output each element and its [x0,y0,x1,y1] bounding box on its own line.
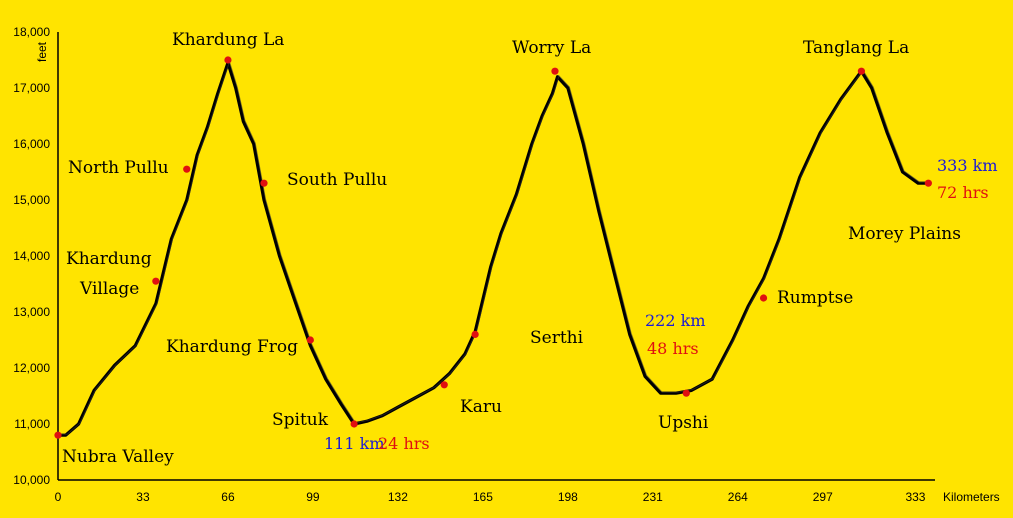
x-tick-label: 165 [473,490,493,504]
y-tick-label: 14,000 [13,249,50,263]
label-khardung-village: Khardung Village [66,249,157,299]
y-axis-label: feet [35,41,49,62]
x-tick-label: 333 [905,490,925,504]
chart-axes [57,32,935,481]
y-tick-label: 12,000 [13,361,50,375]
label-rumptse: Rumptse [777,288,853,308]
x-tick-label: 297 [813,490,833,504]
label-morey-plains: Morey Plains [848,224,961,244]
waypoint-marker [857,67,866,75]
waypoint-marker [924,179,932,187]
elevation-line [56,61,931,437]
x-tick-label: 66 [221,490,235,504]
annotation-distance-1: 111 km [324,434,385,453]
label-north-pullu: North Pullu [68,158,169,178]
waypoint-marker [682,389,690,397]
label-khardung-frog: Khardung Frog [166,337,298,357]
y-tick-label: 18,000 [13,25,50,39]
label-khardung-la: Khardung La [172,30,284,50]
annotation-distance-2: 222 km [645,311,706,330]
annotation-time-3: 72 hrs [937,183,989,202]
x-tick-label: 0 [55,490,62,504]
label-khardung-village-line2: Village [79,279,139,299]
x-tick-label: 132 [388,490,408,504]
annotation-distance-3: 333 km [937,156,998,175]
annotation-time-1: 24 hrs [378,434,430,453]
x-axis-label: Kilometers [943,490,1000,504]
label-serthi: Serthi [530,328,584,348]
waypoint-marker [183,165,191,173]
annotation-time-2: 48 hrs [647,339,699,358]
elevation-line-shadow [59,60,930,435]
y-tick-label: 16,000 [13,137,50,151]
label-nubra-valley: Nubra Valley [62,447,174,467]
waypoint-marker [350,420,358,428]
waypoint-marker [260,179,268,187]
label-upshi: Upshi [658,413,709,433]
y-tick-label: 15,000 [13,193,50,207]
x-tick-label: 231 [643,490,663,504]
y-tick-labels: 10,000 11,000 12,000 13,000 14,000 15,000 16,0… [13,25,50,487]
label-worry-la: Worry La [512,38,591,58]
y-tick-label: 17,000 [13,81,50,95]
label-spituk: Spituk [272,410,329,430]
label-karu: Karu [460,397,502,417]
label-tanglang-la: Tanglang La [803,38,909,58]
x-tick-label: 264 [728,490,748,504]
series-group [56,60,931,437]
y-tick-label: 11,000 [14,417,50,431]
waypoint-marker [152,277,160,285]
waypoint-marker [440,381,448,389]
x-tick-label: 99 [306,490,320,504]
waypoint-markers [54,56,932,439]
waypoint-marker [306,336,314,344]
y-tick-label: 13,000 [13,305,50,319]
x-tick-label: 33 [136,490,150,504]
label-south-pullu: South Pullu [287,170,387,190]
waypoint-marker [54,431,62,439]
waypoint-marker [471,330,479,338]
waypoint-marker [551,67,559,75]
y-tick-label: 10,000 [13,473,50,487]
waypoint-marker [224,56,232,64]
x-tick-labels: 0 33 66 99 132 165 198 231 264 297 333 [55,490,926,504]
x-tick-label: 198 [558,490,578,504]
waypoint-marker [759,294,768,302]
label-khardung-village-line1: Khardung [66,249,152,269]
